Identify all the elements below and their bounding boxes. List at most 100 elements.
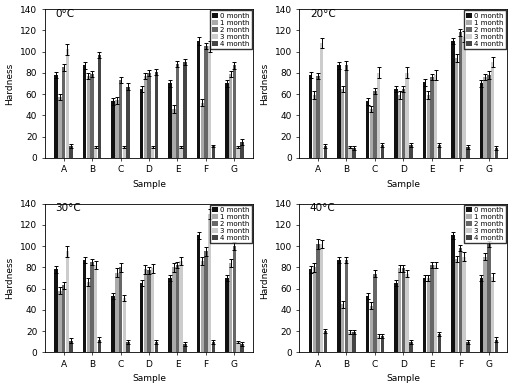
Bar xyxy=(83,65,86,158)
Bar xyxy=(426,278,430,352)
Bar xyxy=(487,244,490,352)
Y-axis label: Hardness: Hardness xyxy=(260,257,269,299)
Bar xyxy=(434,75,437,158)
Bar xyxy=(111,296,115,352)
Bar xyxy=(324,331,327,352)
Bar xyxy=(495,148,498,158)
Bar xyxy=(451,235,455,352)
Bar xyxy=(115,100,119,158)
X-axis label: Sample: Sample xyxy=(386,375,421,384)
Bar xyxy=(54,270,58,352)
Bar xyxy=(66,49,69,158)
Bar xyxy=(373,91,377,158)
Bar xyxy=(94,265,97,352)
Bar xyxy=(98,340,101,352)
Bar xyxy=(462,37,466,158)
Text: 0°C: 0°C xyxy=(55,9,74,19)
Bar xyxy=(480,278,483,352)
Bar xyxy=(62,286,65,352)
Bar xyxy=(176,265,179,352)
Bar xyxy=(126,342,130,352)
Bar xyxy=(87,282,90,352)
Text: 40°C: 40°C xyxy=(310,203,336,213)
Bar xyxy=(123,147,126,158)
Legend: 0 month, 1 month, 2 month, 3 month, 4 month: 0 month, 1 month, 2 month, 3 month, 4 mo… xyxy=(464,205,506,243)
Bar xyxy=(309,75,312,158)
Bar xyxy=(204,46,208,158)
Bar xyxy=(151,147,154,158)
Bar xyxy=(212,342,215,352)
Bar xyxy=(373,273,377,352)
Bar xyxy=(462,257,466,352)
Bar xyxy=(225,278,229,352)
Bar xyxy=(405,73,409,158)
Bar xyxy=(236,147,240,158)
Bar xyxy=(168,278,172,352)
Bar xyxy=(423,278,426,352)
Bar xyxy=(438,334,441,352)
Bar xyxy=(317,76,320,158)
Bar xyxy=(201,103,204,158)
Bar xyxy=(352,148,356,158)
Y-axis label: Hardness: Hardness xyxy=(6,62,14,105)
Bar xyxy=(348,332,352,352)
X-axis label: Sample: Sample xyxy=(132,180,166,189)
Bar xyxy=(430,77,433,158)
Bar xyxy=(345,65,348,158)
Bar xyxy=(140,283,143,352)
Bar xyxy=(83,260,86,352)
Bar xyxy=(144,76,147,158)
Bar xyxy=(381,336,384,352)
Bar xyxy=(402,268,405,352)
Bar xyxy=(69,146,73,158)
Bar xyxy=(123,298,126,352)
Bar xyxy=(394,283,398,352)
Bar xyxy=(233,65,236,158)
Bar xyxy=(369,305,373,352)
Bar xyxy=(119,80,122,158)
Bar xyxy=(398,95,402,158)
Bar xyxy=(168,83,172,158)
Bar xyxy=(438,145,441,158)
Bar xyxy=(204,251,208,352)
Bar xyxy=(394,89,398,158)
Bar xyxy=(483,77,487,158)
Bar xyxy=(201,261,204,352)
Bar xyxy=(208,46,211,158)
Bar xyxy=(240,344,244,352)
Bar xyxy=(455,259,459,352)
Bar xyxy=(90,262,94,352)
Bar xyxy=(144,270,147,352)
Bar xyxy=(426,95,430,158)
Bar xyxy=(352,332,356,352)
Bar xyxy=(197,235,200,352)
Bar xyxy=(111,102,115,158)
Bar xyxy=(480,83,483,158)
Bar xyxy=(495,340,498,352)
Bar xyxy=(58,97,62,158)
Bar xyxy=(183,62,187,158)
Bar xyxy=(90,74,94,158)
Legend: 0 month, 1 month, 2 month, 3 month, 4 month: 0 month, 1 month, 2 month, 3 month, 4 mo… xyxy=(210,205,252,243)
Bar xyxy=(183,344,187,352)
Bar xyxy=(229,263,232,352)
Bar xyxy=(324,146,327,158)
Bar xyxy=(483,257,487,352)
Bar xyxy=(341,89,344,158)
Bar xyxy=(377,336,380,352)
Bar xyxy=(94,147,97,158)
Bar xyxy=(126,87,130,158)
Bar xyxy=(455,58,459,158)
Bar xyxy=(312,95,316,158)
Bar xyxy=(212,146,215,158)
Bar xyxy=(147,73,151,158)
Bar xyxy=(409,342,412,352)
Bar xyxy=(233,246,236,352)
Bar xyxy=(172,109,175,158)
Bar xyxy=(151,268,154,352)
Bar xyxy=(423,82,426,158)
Bar xyxy=(459,32,462,158)
Bar xyxy=(381,145,384,158)
Bar xyxy=(366,102,369,158)
Text: 20°C: 20°C xyxy=(310,9,336,19)
